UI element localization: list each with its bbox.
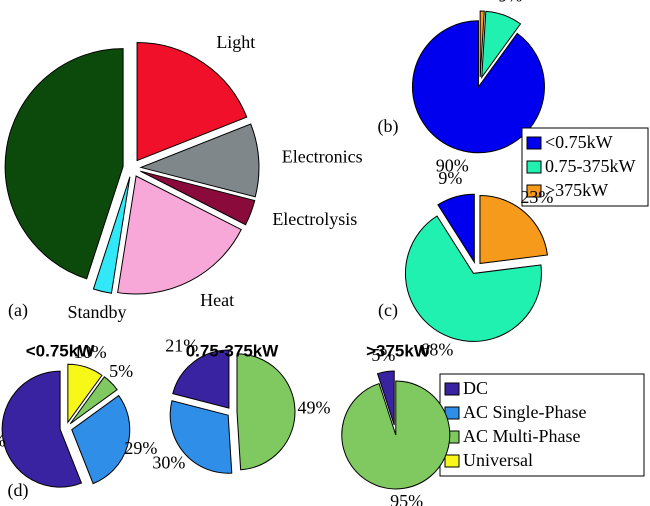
pie-slice bbox=[140, 170, 256, 226]
legend-swatch bbox=[444, 454, 460, 468]
value-label: 68% bbox=[420, 339, 453, 359]
value-label: 5% bbox=[371, 345, 395, 365]
legend-label: <0.75kW bbox=[545, 132, 613, 152]
legend-label: AC Multi-Phase bbox=[463, 426, 581, 446]
legend-label: DC bbox=[463, 378, 488, 398]
pie-slice bbox=[71, 394, 131, 485]
legend-label: AC Single-Phase bbox=[463, 402, 587, 422]
pie-slice bbox=[341, 380, 451, 490]
legend-label: 0.75-375kW bbox=[545, 156, 635, 176]
pie-slice bbox=[92, 176, 131, 294]
value-label: 9% bbox=[438, 168, 462, 188]
pie-slice bbox=[117, 175, 242, 295]
panel-label: (c) bbox=[378, 300, 398, 321]
value-label: 30% bbox=[152, 452, 185, 472]
chart-title: <0.75kW bbox=[26, 341, 95, 360]
pie-slice bbox=[67, 363, 103, 424]
panel-label: (b) bbox=[378, 116, 399, 137]
value-label: 56% bbox=[0, 431, 6, 451]
legend-label: Universal bbox=[463, 450, 533, 470]
legend-box bbox=[439, 373, 645, 477]
legend-label: >375kW bbox=[545, 180, 608, 200]
value-label: 21% bbox=[165, 335, 198, 355]
pie-slice bbox=[479, 194, 548, 265]
slice-label: Electrolysis bbox=[272, 209, 357, 229]
value-label: 9% bbox=[498, 0, 522, 5]
legend-swatch bbox=[526, 160, 542, 174]
panel-label: (a) bbox=[8, 300, 28, 321]
pie-slice bbox=[404, 215, 542, 342]
value-label: 90% bbox=[436, 156, 469, 176]
pie-slice bbox=[136, 42, 248, 162]
value-label: 29% bbox=[124, 438, 157, 458]
pie-slice bbox=[236, 353, 296, 471]
slice-label: Heat bbox=[200, 290, 234, 310]
value-label: 49% bbox=[297, 398, 330, 418]
pie-slice bbox=[412, 20, 545, 154]
pie-slice bbox=[376, 370, 395, 426]
legend-swatch bbox=[526, 136, 542, 150]
legend-box bbox=[521, 127, 649, 207]
value-label: 5% bbox=[109, 361, 133, 381]
panel-label: (d) bbox=[8, 480, 29, 501]
slice-label: Electronics bbox=[282, 147, 363, 167]
pie-slice bbox=[481, 10, 522, 79]
legend-swatch bbox=[526, 184, 542, 198]
slice-label: Light bbox=[216, 32, 255, 52]
legend-swatch bbox=[444, 382, 460, 396]
pie-slice bbox=[4, 48, 124, 280]
pie-slice bbox=[169, 400, 233, 474]
pie-slice bbox=[1, 370, 83, 488]
pie-slice bbox=[437, 193, 475, 264]
slice-label: Standby bbox=[67, 302, 126, 322]
pie-slice bbox=[172, 349, 230, 409]
value-label: 95% bbox=[390, 491, 423, 506]
pie-slice bbox=[479, 10, 485, 78]
pie-slice bbox=[69, 376, 118, 425]
chart-title: 0.75-375kW bbox=[186, 341, 280, 360]
chart-title: >375kW bbox=[366, 341, 431, 360]
value-label: 10% bbox=[74, 342, 107, 362]
pie-slice bbox=[139, 123, 260, 198]
value-label: 23% bbox=[520, 187, 553, 207]
